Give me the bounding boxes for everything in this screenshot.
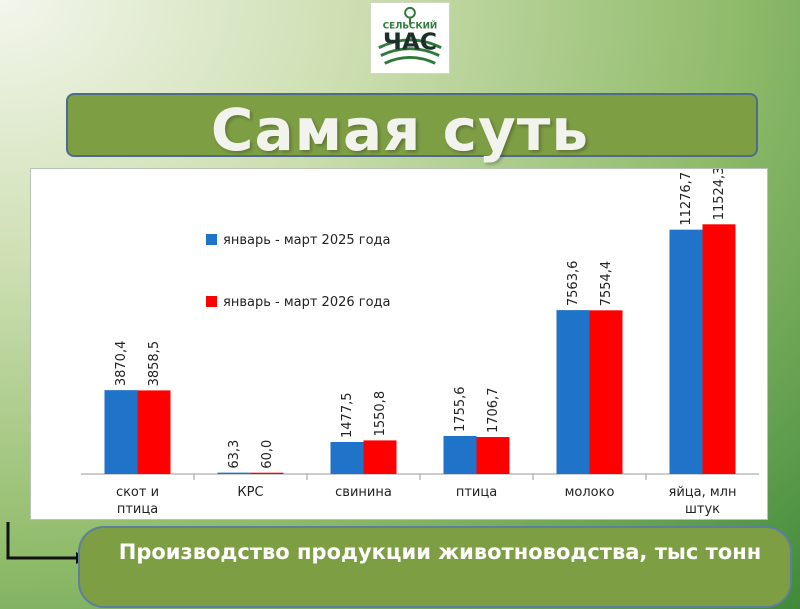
category-label: яйца, млн — [669, 485, 737, 500]
data-label: 7563,6 — [566, 261, 581, 307]
data-label: 1755,6 — [453, 386, 468, 432]
data-label: 60,0 — [260, 440, 275, 469]
data-label: 1706,7 — [486, 388, 501, 434]
legend: январь - март 2025 года январь - март 20… — [206, 233, 391, 310]
bar-2026 — [137, 390, 171, 474]
category-label: птица — [456, 485, 497, 500]
bar-2025 — [217, 472, 251, 474]
data-label: 63,3 — [227, 440, 242, 469]
bar-2026 — [476, 437, 510, 474]
bar-2026 — [250, 472, 284, 474]
bar-2026 — [702, 224, 736, 474]
bar-2025 — [556, 310, 590, 474]
bar-2025 — [104, 390, 138, 474]
bar-2025 — [443, 435, 477, 474]
category-label: птица — [117, 502, 158, 517]
chart-panel: январь - март 2025 года январь - март 20… — [30, 168, 768, 520]
caption-panel — [78, 526, 792, 608]
legend-swatch-2025 — [206, 234, 217, 245]
chart-caption: Производство продукции животноводства, т… — [118, 540, 762, 564]
legend-label-2025: январь - март 2025 года — [223, 233, 391, 248]
title-panel — [66, 93, 758, 157]
category-label: свинина — [335, 485, 392, 500]
category-label: молоко — [565, 485, 615, 500]
bar-2025 — [330, 441, 364, 474]
category-label: КРС — [237, 485, 263, 500]
category-label: скот и — [116, 485, 159, 500]
page-title: Самая суть — [210, 96, 590, 164]
logo-text-top: СЕЛЬСКИЙ — [383, 19, 438, 31]
bar-2025 — [669, 229, 703, 474]
arrow-icon — [6, 522, 88, 564]
bar-2026 — [363, 440, 397, 474]
data-label: 11524,3 — [712, 169, 727, 220]
category-label: штук — [685, 502, 720, 517]
data-label: 1477,5 — [340, 392, 355, 438]
data-label: 1550,8 — [373, 391, 388, 437]
data-label: 7554,4 — [599, 261, 614, 307]
legend-swatch-2026 — [206, 296, 217, 307]
data-label: 3870,4 — [114, 341, 129, 387]
data-label: 3858,5 — [147, 341, 162, 387]
logo: СЕЛЬСКИЙ ЧАС — [370, 2, 450, 74]
bar-2026 — [589, 310, 623, 474]
bar-chart: январь - март 2025 года январь - март 20… — [81, 169, 759, 517]
data-label: 11276,7 — [679, 172, 694, 226]
logo-text-main: ЧАС — [383, 28, 437, 56]
legend-label-2026: январь - март 2026 года — [223, 295, 391, 310]
